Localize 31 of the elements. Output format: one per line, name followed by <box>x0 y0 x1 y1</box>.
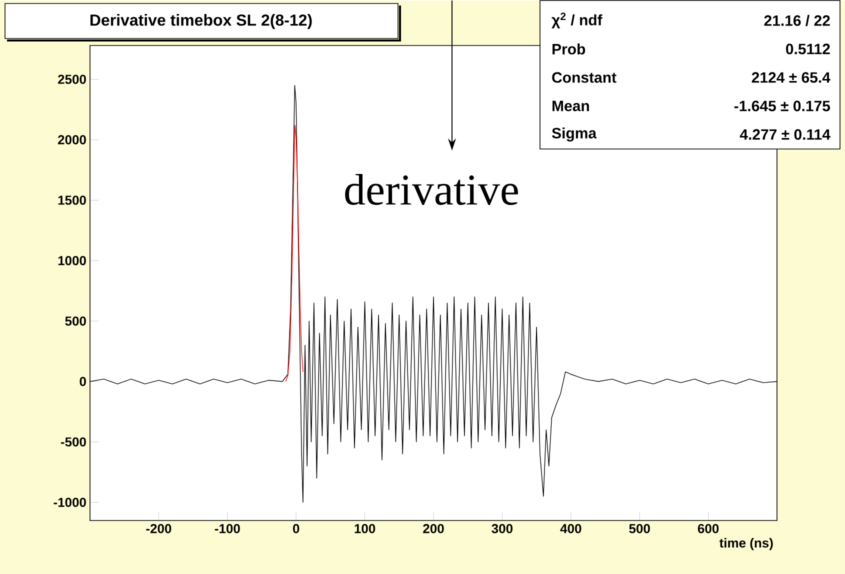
annotation: 4.277 ± 0.114 <box>740 128 830 140</box>
y-tick-label: 500 <box>65 316 86 326</box>
x-tick-label: 500 <box>629 524 650 533</box>
annotation: Sigma <box>552 127 597 142</box>
x-tick-label: 400 <box>560 524 582 533</box>
y-tick-label: 0 <box>80 376 86 386</box>
x-tick-label: 0 <box>293 524 300 533</box>
text: 21.16 / 22 <box>764 14 830 26</box>
x-tick-label: 100 <box>354 524 376 533</box>
x-tick-label: 300 <box>492 524 513 533</box>
x-tick-label: -200 <box>146 524 172 533</box>
annotation: derivative <box>345 174 518 205</box>
annotation: Prob <box>552 43 586 54</box>
text: χ$^{2}$ / ndf <box>552 12 602 28</box>
annotation: -1.645 ± 0.175 <box>734 100 830 112</box>
text: 0.5112 <box>786 43 830 54</box>
y-tick-label: -1000 <box>54 498 86 507</box>
y-tick-label: 1000 <box>58 256 86 265</box>
chart-title: Derivative timebox SL 2(8-12) <box>90 14 312 29</box>
x-axis-title: time (ns) <box>719 538 773 550</box>
x-tick-label: -100 <box>214 524 240 533</box>
y-tick-label: 2000 <box>58 134 86 144</box>
y-tick-label: 1500 <box>58 195 86 205</box>
line-series <box>285 124 304 382</box>
annotation: Constant <box>552 72 616 83</box>
annotation: 2124 ± 65.4 <box>752 72 830 83</box>
y-tick-label: 2500 <box>58 74 86 84</box>
x-tick-label: 600 <box>698 524 719 533</box>
annotation: Mean <box>552 100 589 111</box>
x-tick-label: 200 <box>423 524 444 533</box>
y-tick-label: -500 <box>60 437 86 446</box>
